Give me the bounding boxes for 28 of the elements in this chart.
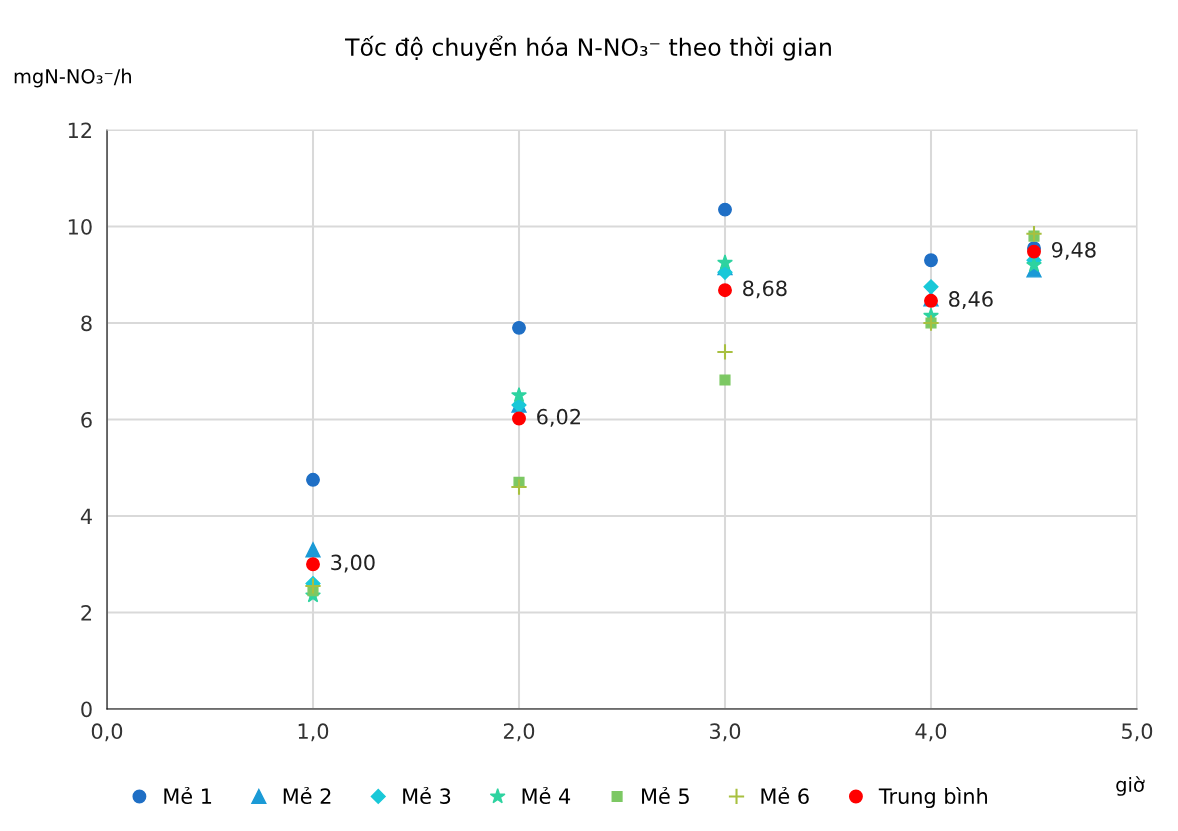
x-tick-label: 5,0 <box>1122 723 1153 742</box>
x-tick-label: 1,0 <box>298 723 329 742</box>
legend-label: Mẻ 6 <box>761 786 809 805</box>
x-tick-label: 4,0 <box>915 723 947 742</box>
y-tick-label: 0 <box>81 701 92 718</box>
legend-label: Mẻ 3 <box>403 786 451 805</box>
x-tick-label: 2,0 <box>503 723 535 742</box>
data-label: 9,48 <box>1051 241 1096 260</box>
legend-label: Mẻ 5 <box>642 786 689 805</box>
x-tick-label: 0,0 <box>91 723 123 742</box>
legend-label: Trung bình <box>878 787 987 809</box>
y-tick-label: 12 <box>68 122 92 138</box>
legend-label: Mẻ 1 <box>164 786 212 805</box>
y-tick-label: 8 <box>81 315 92 332</box>
data-label: 6,02 <box>537 408 580 427</box>
data-label: 8,46 <box>949 291 993 309</box>
y-tick-label: 6 <box>81 411 92 428</box>
y-tick-label: 10 <box>68 218 92 235</box>
data-label: 3,00 <box>331 554 375 573</box>
legend-label: Mẻ 2 <box>283 786 331 805</box>
data-label: 8,68 <box>743 280 787 299</box>
chart-title: Tốc độ chuyển hóa N-NO₃⁻ theo thời gian <box>345 35 831 61</box>
x-tick-label: 3,0 <box>710 723 741 742</box>
x-axis-title: giờ <box>1116 776 1145 796</box>
legend-label: Mẻ 4 <box>522 786 571 805</box>
y-axis-title: mgN-NO₃⁻/h <box>14 68 131 88</box>
y-tick-label: 2 <box>81 604 92 621</box>
y-tick-label: 4 <box>80 508 92 524</box>
